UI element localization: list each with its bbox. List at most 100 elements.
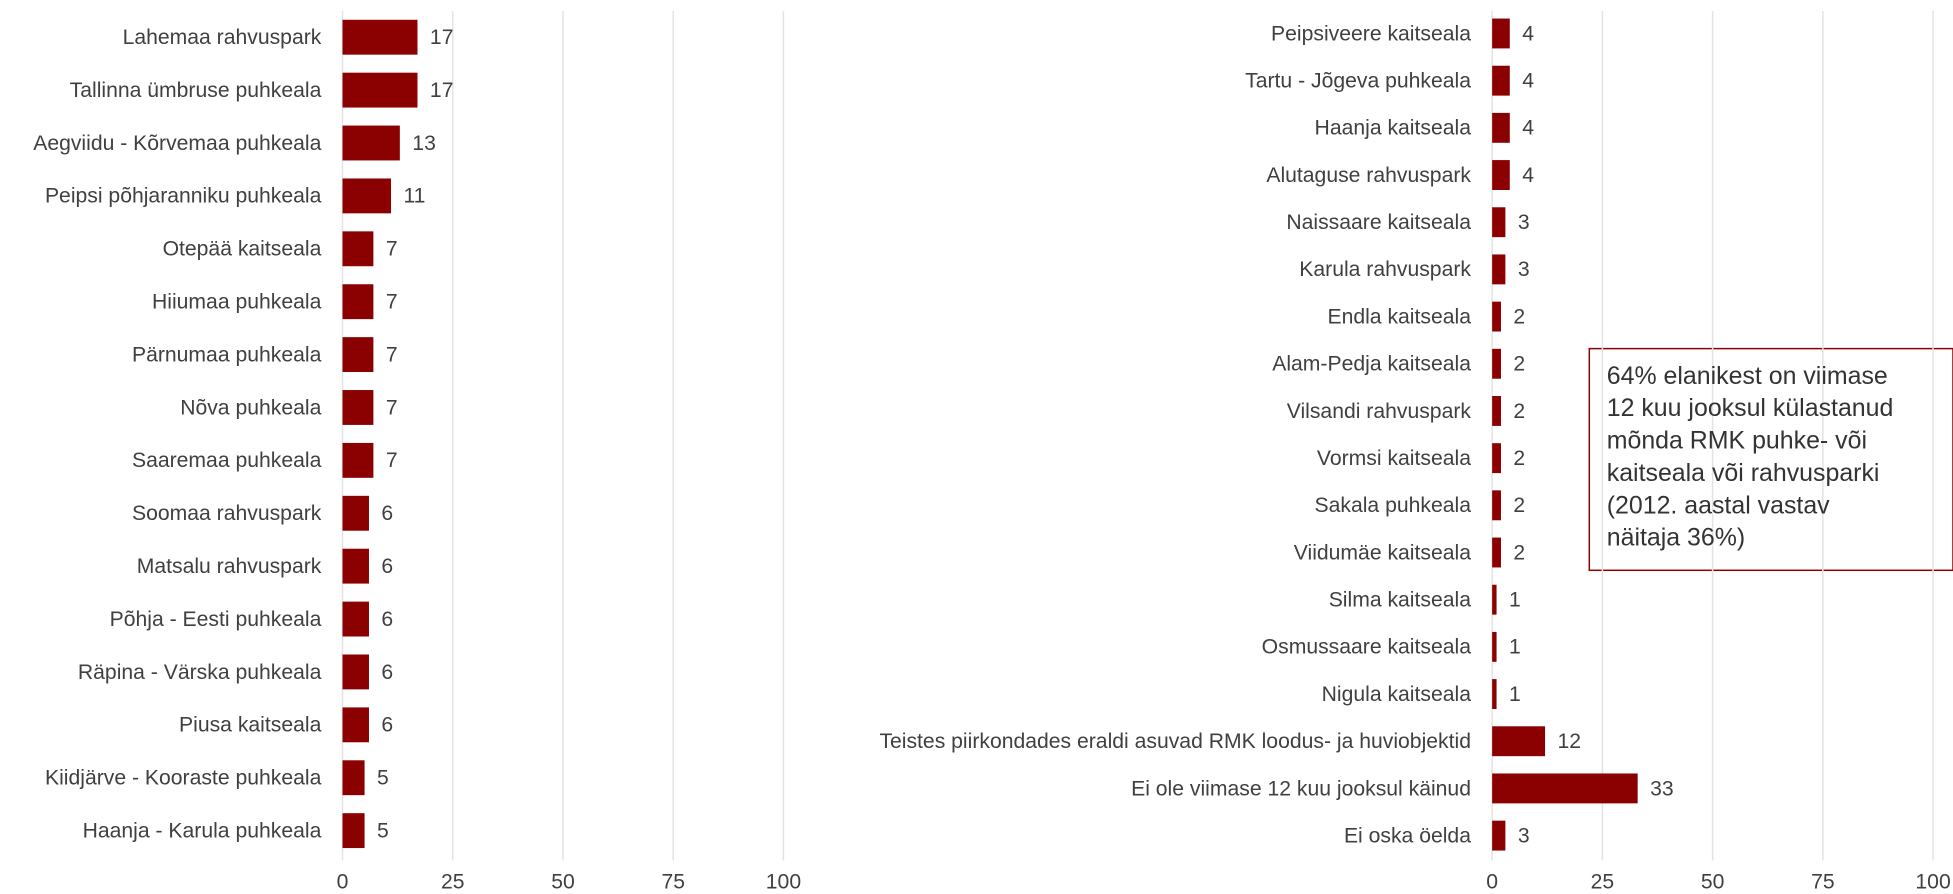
value-label: 3 <box>1518 824 1530 847</box>
annotation-line: näitaja 36%) <box>1607 524 1745 552</box>
value-label: 6 <box>381 661 393 684</box>
value-label: 7 <box>386 343 398 366</box>
category-label: Matsalu rahvuspark <box>137 555 322 578</box>
value-label: 4 <box>1522 22 1534 45</box>
bar <box>1492 773 1638 804</box>
category-label: Hiiumaa puhkeala <box>152 291 322 314</box>
bar <box>1492 348 1501 379</box>
category-label: Silma kaitseala <box>1329 589 1472 612</box>
value-label: 3 <box>1518 211 1530 234</box>
category-label: Ei oska öelda <box>1344 824 1471 847</box>
x-tick-label: 0 <box>337 871 349 894</box>
value-label: 33 <box>1650 777 1674 800</box>
x-tick-label: 75 <box>661 871 685 894</box>
bar <box>342 548 369 584</box>
bar <box>342 760 365 796</box>
bar <box>1492 254 1506 285</box>
category-label: Nigula kaitseala <box>1322 683 1472 706</box>
category-label: Nõva puhkeala <box>180 396 321 419</box>
category-label: Vilsandi rahvuspark <box>1287 400 1472 423</box>
annotation-line: 64% elanikest on viimase <box>1607 362 1888 390</box>
value-label: 4 <box>1522 164 1534 187</box>
category-label: Ei ole viimase 12 kuu jooksul käinud <box>1131 777 1471 800</box>
value-label: 1 <box>1509 683 1521 706</box>
category-label: Teistes piirkondades eraldi asuvad RMK l… <box>879 730 1471 753</box>
category-label: Haanja kaitseala <box>1315 117 1472 140</box>
category-label: Endla kaitseala <box>1327 305 1471 328</box>
bar <box>1492 679 1497 710</box>
bar <box>342 390 374 425</box>
category-label: Viidumäe kaitseala <box>1294 541 1471 564</box>
value-label: 5 <box>377 819 389 842</box>
bar <box>342 707 369 743</box>
value-label: 17 <box>430 26 454 49</box>
x-tick-label: 100 <box>766 871 801 894</box>
value-label: 11 <box>403 185 425 208</box>
category-label: Haanja - Karula puhkeala <box>83 819 322 842</box>
category-label: Peipsiveere kaitseala <box>1271 22 1471 45</box>
category-label: Peipsi põhjaranniku puhkeala <box>45 185 322 208</box>
bar <box>342 19 418 55</box>
bar <box>1492 584 1497 615</box>
category-label: Sakala puhkeala <box>1315 494 1472 517</box>
category-label: Tartu - Jõgeva puhkeala <box>1245 70 1471 93</box>
value-label: 6 <box>381 608 393 631</box>
value-label: 4 <box>1522 117 1534 140</box>
value-label: 7 <box>386 238 398 261</box>
annotation-line: kaitseala või rahvusparki <box>1607 459 1880 487</box>
category-label: Alutaguse rahvuspark <box>1266 164 1471 187</box>
x-tick-label: 25 <box>1591 871 1615 894</box>
value-label: 2 <box>1513 305 1525 328</box>
bar <box>342 125 400 161</box>
bar <box>342 72 418 108</box>
bar <box>1492 820 1506 851</box>
bar <box>1492 537 1501 568</box>
value-label: 7 <box>386 449 398 472</box>
category-label: Tallinna ümbruse puhkeala <box>70 79 322 102</box>
annotation-line: mõnda RMK puhke- või <box>1607 427 1867 455</box>
bar <box>342 178 392 214</box>
bar <box>342 337 374 373</box>
value-label: 2 <box>1513 494 1525 517</box>
category-label: Põhja - Eesti puhkeala <box>110 608 322 631</box>
x-tick-label: 0 <box>1486 871 1498 894</box>
bar <box>1492 112 1510 143</box>
bar <box>1492 396 1501 426</box>
category-label: Räpina - Värska puhkeala <box>78 661 322 684</box>
value-label: 2 <box>1513 400 1525 423</box>
category-label: Alam-Pedja kaitseala <box>1272 353 1471 376</box>
bar <box>342 654 369 690</box>
bar <box>342 442 374 478</box>
value-label: 2 <box>1513 447 1525 470</box>
bar <box>1492 443 1501 474</box>
value-label: 1 <box>1509 636 1521 659</box>
bar <box>342 495 369 531</box>
x-tick-label: 75 <box>1811 871 1835 894</box>
category-label: Naissaare kaitseala <box>1286 211 1471 234</box>
x-tick-label: 25 <box>441 871 465 894</box>
value-label: 7 <box>386 396 398 419</box>
bar <box>1492 490 1501 521</box>
value-label: 7 <box>386 291 398 314</box>
x-tick-label: 50 <box>551 871 575 894</box>
category-label: Otepää kaitseala <box>163 238 322 261</box>
category-label: Kiidjärve - Kooraste puhkeala <box>45 767 322 790</box>
bar <box>342 284 374 320</box>
value-label: 13 <box>412 132 436 155</box>
category-label: Vormsi kaitseala <box>1317 447 1471 470</box>
annotation-box <box>1588 347 1953 572</box>
value-label: 3 <box>1518 258 1530 281</box>
category-label: Aegviidu - Kõrvemaa puhkeala <box>33 132 321 155</box>
bar <box>342 601 369 637</box>
value-label: 6 <box>381 555 393 578</box>
value-label: 6 <box>381 714 393 737</box>
category-label: Osmussaare kaitseala <box>1262 636 1472 659</box>
bar <box>1492 18 1510 49</box>
category-label: Karula rahvuspark <box>1299 258 1471 281</box>
value-label: 5 <box>377 767 389 790</box>
category-label: Pärnumaa puhkeala <box>132 343 322 366</box>
x-tick-label: 50 <box>1701 871 1725 894</box>
bar <box>1492 160 1510 190</box>
category-label: Saaremaa puhkeala <box>132 449 322 472</box>
